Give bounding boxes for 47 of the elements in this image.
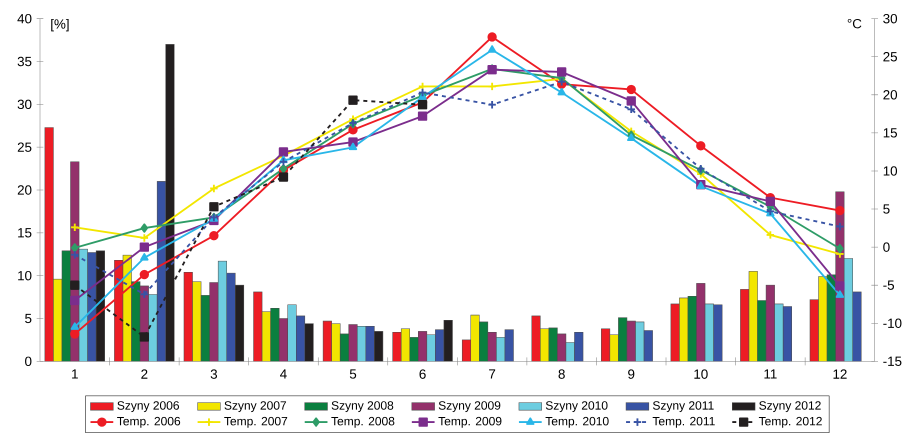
legend-label: Szyny 2006 [117,401,180,412]
y-tick-label: 30 [18,100,32,110]
y2-axis-title: °C [848,18,862,28]
y-tick-label: 10 [18,270,32,280]
x-tick-label: 2 [141,369,148,379]
y-tick-label: 25 [18,142,32,152]
legend-label: Szyny 2008 [332,401,394,412]
y-tick-label: 5 [25,314,32,324]
x-tick-label: 1 [72,369,78,379]
legend-label: Temp. 2009 [438,416,502,428]
y-tick-label: 0 [25,356,32,366]
x-tick-label: 4 [280,369,287,379]
legend-label: Temp. 2007 [224,416,288,428]
x-tick-label: 9 [628,369,634,379]
y2-tick-label: -10 [883,318,902,328]
y2-tick-label: 25 [883,52,897,62]
legend-label: Temp. 2012 [758,416,822,428]
x-tick-label: 5 [350,369,356,379]
x-tick-label: 8 [558,369,565,379]
y2-tick-label: 20 [883,90,898,100]
y-tick-label: 40 [17,14,32,24]
legend-label: Szyny 2011 [652,401,714,412]
y2-tick-label: 15 [884,128,897,138]
y2-tick-label: 30 [883,14,898,24]
y2-tick-label: 0 [883,242,890,252]
x-tick-label: 7 [489,369,496,379]
y-tick-label: 20 [18,185,32,195]
x-tick-label: 11 [764,369,777,379]
legend-label: Temp. 2011 [652,416,715,428]
y-tick-label: 15 [18,228,32,238]
y-axis-title: [%] [51,18,69,32]
legend-label: Temp. 2006 [117,416,180,428]
x-tick-label: 10 [694,369,708,379]
x-tick-label: 6 [420,369,426,379]
legend-label: Szyny 2007 [224,401,286,412]
legend-label: Szyny 2012 [759,401,821,412]
legend-label: Temp. 2008 [331,416,394,428]
y2-tick-label: -5 [883,280,894,290]
y2-tick-label: 5 [883,204,890,214]
legend-label: Temp. 2010 [546,416,609,428]
legend-label: Szyny 2010 [546,401,608,412]
x-tick-label: 3 [210,369,218,379]
y-tick-label: 35 [18,56,32,66]
y2-tick-label: 10 [884,166,898,176]
legend-label: Szyny 2009 [438,401,500,412]
y2-tick-label: -15 [883,356,902,366]
x-tick-label: 12 [834,369,847,379]
